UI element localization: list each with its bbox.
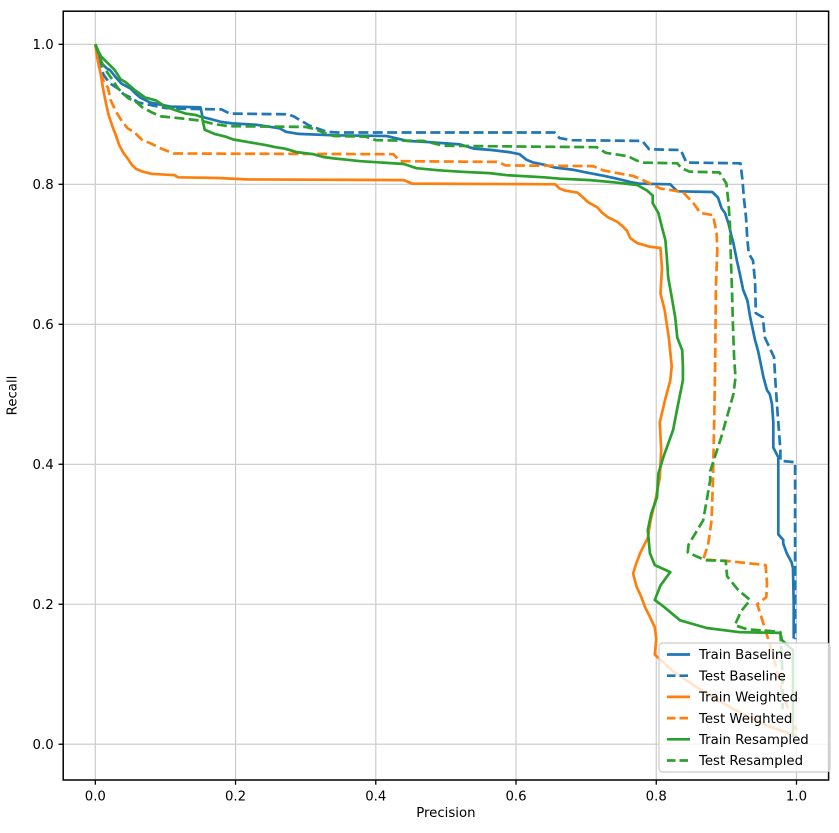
x-axis-label: Precision [416,806,475,821]
legend-box [658,642,831,773]
legend-item-test-baseline: Test Baseline [667,669,786,684]
curve-test-weighted [93,44,798,731]
y-tick-label: 0.6 [33,318,54,333]
legend-label: Train Weighted [698,691,798,706]
x-tick-label: 0.2 [225,790,246,805]
y-tick-label: 1.0 [33,38,54,53]
legend: Train Baseline Test Baseline Train Weighte… [658,642,831,773]
curve-test-resampled [94,43,784,710]
curve-train-resampled [94,43,795,738]
curve-test-baseline [93,43,797,640]
x-tick-label: 0.6 [505,790,526,805]
legend-item-test-weighted: Test Weighted [667,712,792,727]
x-tick-label: 0.4 [365,790,386,805]
curves [93,43,798,738]
legend-label: Test Weighted [698,712,792,727]
legend-item-train-resampled: Train Resampled [667,733,809,748]
x-tick-label: 1.0 [786,790,807,805]
curve-train-weighted [93,44,797,738]
legend-label: Test Baseline [698,669,786,684]
x-tick-label: 0.0 [85,790,106,805]
legend-item-test-resampled: Test Resampled [667,754,803,769]
legend-label: Test Resampled [698,754,803,769]
y-axis-label: Recall [6,376,21,416]
legend-item-train-baseline: Train Baseline [667,648,792,663]
y-tick-label: 0.4 [33,458,54,473]
y-tick-label: 0.8 [33,178,54,193]
y-tick-label: 0.0 [33,738,54,753]
plot-border [62,10,830,781]
legend-label: Train Baseline [698,648,792,663]
y-tick-label: 0.2 [33,598,54,613]
x-tick-label: 0.8 [646,790,667,805]
legend-item-train-weighted: Train Weighted [667,691,798,706]
legend-label: Train Resampled [698,733,809,748]
axis-ticks: 0.0 0.2 0.4 0.6 0.8 1.0 0.0 0.2 0.4 0.6 0.8 1.0 [33,38,808,805]
